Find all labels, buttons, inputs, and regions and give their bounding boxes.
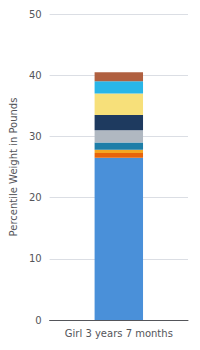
svg-text:20: 20	[29, 192, 42, 203]
svg-text:40: 40	[29, 70, 42, 81]
svg-text:Girl 3 years 7 months: Girl 3 years 7 months	[65, 328, 173, 339]
svg-text:50: 50	[29, 9, 42, 20]
svg-text:10: 10	[29, 253, 42, 264]
svg-text:30: 30	[29, 131, 42, 142]
svg-text:0: 0	[35, 315, 41, 326]
svg-text:Percentile Weight in Pounds: Percentile Weight in Pounds	[8, 98, 19, 237]
